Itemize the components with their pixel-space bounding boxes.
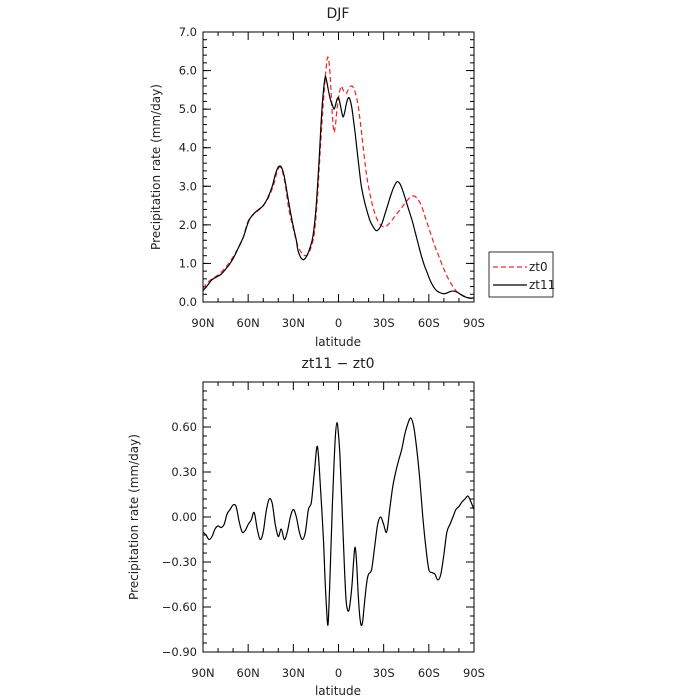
y-tick-label: 3.0 — [179, 179, 197, 193]
y-tick-label: 5.0 — [179, 102, 197, 116]
chart-djf: DJF Precipitation rate (mm/day) latitude… — [149, 6, 485, 349]
plot-frame — [202, 31, 475, 303]
x-tick-label: 30N — [282, 666, 305, 680]
chart-title: zt11 − zt0 — [301, 356, 374, 372]
y-axis-label: Precipitation rate (mm/day) — [149, 84, 163, 250]
tick-group: 90N 60N 30N 0 30S 60S 90S 0.0 1.0 2.0 3.0 4.0 5.0 6.0… — [179, 25, 485, 330]
series-line-zt0 — [202, 56, 475, 299]
y-tick-label: 0.30 — [171, 465, 197, 479]
chart-title: DJF — [327, 6, 350, 22]
x-axis-label: latitude — [315, 684, 361, 698]
x-tick-label: 60S — [418, 316, 440, 330]
x-tick-label: 0 — [335, 666, 342, 680]
x-tick-label: 30N — [282, 316, 305, 330]
chart-difference: zt11 − zt0 Precipitation rate (mm/day) l… — [127, 356, 485, 698]
y-axis-label: Precipitation rate (mm/day) — [127, 434, 141, 600]
series-line-zt11 — [202, 75, 475, 299]
y-tick-label: −0.30 — [162, 555, 197, 569]
x-axis-label: latitude — [315, 335, 361, 349]
x-tick-label: 90N — [191, 316, 214, 330]
y-tick-label: 0.60 — [171, 420, 197, 434]
y-tick-label: −0.90 — [162, 645, 197, 659]
x-tick-label: 60S — [418, 666, 440, 680]
plot-frame — [202, 381, 475, 653]
series-group — [202, 56, 475, 299]
y-tick-label: 6.0 — [179, 64, 197, 78]
series-group — [202, 417, 475, 627]
y-tick-label: −0.60 — [162, 600, 197, 614]
y-tick-label: 4.0 — [179, 141, 197, 155]
x-tick-label: 30S — [373, 666, 395, 680]
x-tick-label: 60N — [237, 316, 260, 330]
series-line-diff — [202, 417, 475, 627]
x-tick-label: 90S — [463, 316, 485, 330]
legend-label-zt11: zt11 — [529, 278, 555, 292]
y-tick-label: 0.0 — [179, 295, 197, 309]
legend: zt0 zt11 — [488, 251, 555, 298]
legend-box — [488, 251, 554, 298]
y-tick-label: 2.0 — [179, 218, 197, 232]
y-tick-label: 7.0 — [179, 25, 197, 39]
x-tick-label: 90S — [463, 666, 485, 680]
x-tick-label: 60N — [237, 666, 260, 680]
x-tick-label: 30S — [373, 316, 395, 330]
tick-group: 90N 60N 30N 0 30S 60S 90S −0.90 −0.60 −0.30 0.00 0.… — [162, 381, 485, 680]
y-tick-label: 1.0 — [179, 256, 197, 270]
legend-label-zt0: zt0 — [529, 260, 548, 274]
x-tick-label: 90N — [191, 666, 214, 680]
y-tick-label: 0.00 — [171, 510, 197, 524]
x-tick-label: 0 — [335, 316, 342, 330]
